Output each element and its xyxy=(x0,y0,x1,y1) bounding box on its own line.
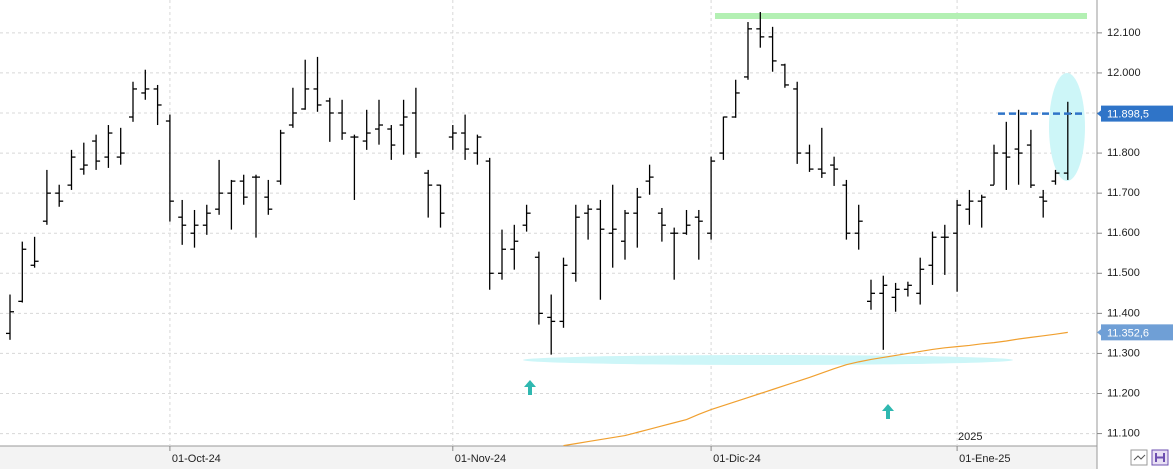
y-tick-label: 11.300 xyxy=(1107,347,1140,359)
price-marker-pointer xyxy=(1097,328,1102,337)
y-tick-label: 11.600 xyxy=(1107,227,1140,239)
price-marker xyxy=(1101,324,1173,341)
price-marker-label: 11.898,5 xyxy=(1107,109,1149,121)
grid xyxy=(0,0,1097,446)
zoom-icon-glyph xyxy=(1133,454,1146,461)
support-zone xyxy=(523,355,1013,365)
y-tick-label: 11.800 xyxy=(1107,147,1140,159)
moving-average-line xyxy=(563,331,1068,446)
plot xyxy=(6,12,1087,446)
y-tick-label: 11.200 xyxy=(1107,387,1140,399)
x-tick-label: 01-Oct-24 xyxy=(172,453,221,465)
y-tick-label: 12.000 xyxy=(1107,67,1141,79)
x-tick-label: 01-Nov-24 xyxy=(455,453,506,465)
y-tick-label: 11.100 xyxy=(1107,427,1140,439)
time-axis-band xyxy=(0,446,1097,469)
arrow-up xyxy=(524,380,536,395)
home-icon-glyph xyxy=(1155,453,1165,462)
y-tick-label: 11.700 xyxy=(1107,187,1140,199)
x-tick-label: 01-Ene-25 xyxy=(959,453,1010,465)
highlight-zone xyxy=(1049,73,1085,181)
year-label: 2025 xyxy=(958,431,982,443)
toolbar-icons xyxy=(1130,449,1169,466)
y-tick-label: 12.100 xyxy=(1107,27,1141,39)
price-marker xyxy=(1101,105,1173,122)
price-marker-pointer xyxy=(1097,109,1102,118)
x-tick-label: 01-Dic-24 xyxy=(713,453,761,465)
price-marker-label: 11.352,6 xyxy=(1107,327,1149,339)
arrow-up xyxy=(882,404,894,419)
y-tick-label: 11.500 xyxy=(1107,267,1140,279)
y-tick-label: 11.400 xyxy=(1107,307,1140,319)
